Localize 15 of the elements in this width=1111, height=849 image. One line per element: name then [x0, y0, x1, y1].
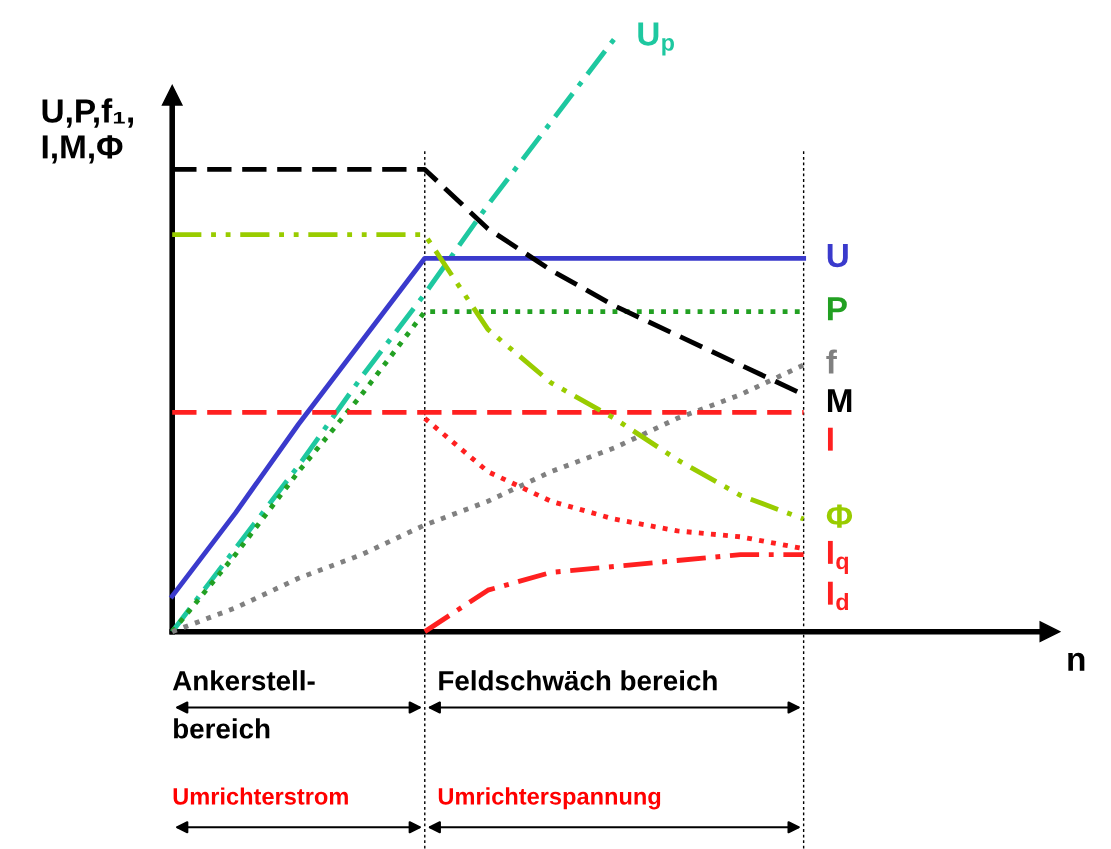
text: Ankerstell- bereich	[172, 670, 315, 739]
text: Umrichterspannung	[438, 787, 661, 810]
series-label: U	[827, 244, 848, 268]
series-label: I	[827, 427, 833, 451]
text: Umrichterstrom	[173, 787, 348, 805]
series-label: P	[827, 297, 847, 321]
series-label: Φ	[826, 504, 853, 528]
series-label: M	[827, 389, 852, 413]
series-label: I$_{d}$	[827, 581, 849, 611]
series-label: U$_{p}$	[638, 22, 674, 56]
text: n	[1068, 652, 1085, 671]
series-label: I$_{q}$	[827, 540, 848, 574]
series-label: f	[826, 349, 837, 374]
text: Feldschwäch bereich	[439, 670, 717, 691]
y-axis-title: U,P,f₁, I,M,Φ	[42, 98, 133, 164]
